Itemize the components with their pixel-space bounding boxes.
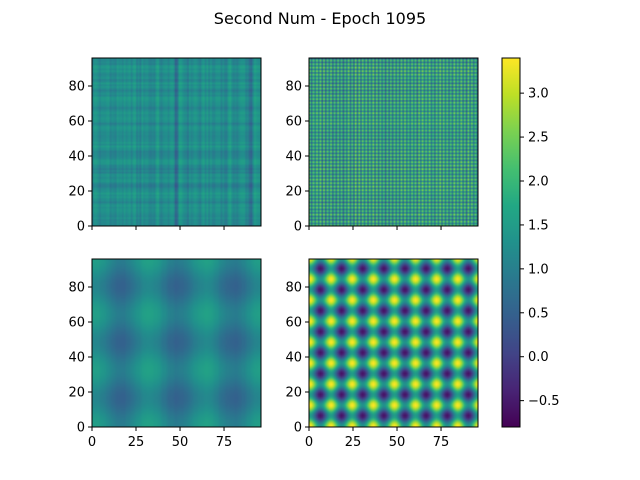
y-tick-label: 20 xyxy=(285,185,302,200)
axes-frame xyxy=(91,57,262,227)
heatmap-panel-top-right: 0 20 40 60 80 xyxy=(285,57,479,235)
y-tick-label: 80 xyxy=(285,80,302,95)
y-tick-label: 0 xyxy=(77,220,85,235)
heatmap-panel-top-left: 0 20 40 60 80 xyxy=(68,57,262,235)
colorbar-tick-label: −0.5 xyxy=(528,394,560,409)
axes-frame xyxy=(308,258,479,428)
heatmap-image xyxy=(92,58,261,226)
heatmap-image xyxy=(309,58,478,226)
y-tick-label: 0 xyxy=(294,421,302,436)
y-tick-label: 60 xyxy=(68,115,85,130)
heatmap-panel-bottom-left: 0 20 40 60 80 0 25 50 75 xyxy=(68,258,262,450)
x-tick-label: 0 xyxy=(88,435,96,450)
heatmap-image xyxy=(309,259,478,427)
y-tick-label: 0 xyxy=(77,421,85,436)
colorbar-frame xyxy=(501,57,521,428)
y-tick-label: 80 xyxy=(68,281,85,296)
heatmap-panel-bottom-right: 0 20 40 60 80 0 25 50 75 xyxy=(285,258,479,450)
y-tick-label: 20 xyxy=(285,386,302,401)
axes-frame xyxy=(308,57,479,227)
heatmap-panels: 0 20 40 60 80 0 20 40 60 80 0 20 40 60 80 0 25 50 75 0 20 40 6… xyxy=(68,57,479,450)
heatmap-image xyxy=(92,259,261,427)
y-tick-label: 40 xyxy=(68,351,85,366)
y-tick-label: 80 xyxy=(68,80,85,95)
x-tick-label: 75 xyxy=(433,435,450,450)
y-tick-label: 60 xyxy=(68,316,85,331)
y-tick-label: 60 xyxy=(285,115,302,130)
colorbar-tick-label: 2.5 xyxy=(528,131,549,146)
colorbar-tick-label: 0.5 xyxy=(528,306,549,321)
y-tick-label: 20 xyxy=(68,386,85,401)
y-tick-label: 60 xyxy=(285,316,302,331)
colorbar-tick-label: 1.5 xyxy=(528,218,549,233)
y-tick-label: 40 xyxy=(68,150,85,165)
colorbar: −0.5 0.0 0.5 1.0 1.5 2.0 2.5 3.0 xyxy=(501,57,560,428)
y-tick-label: 20 xyxy=(68,185,85,200)
x-tick-label: 25 xyxy=(128,435,145,450)
x-tick-label: 25 xyxy=(345,435,362,450)
figure-title: Second Num - Epoch 1095 xyxy=(214,9,426,28)
x-tick-label: 50 xyxy=(172,435,189,450)
x-tick-label: 50 xyxy=(389,435,406,450)
colorbar-tick-label: 1.0 xyxy=(528,262,549,277)
colorbar-tick-label: 2.0 xyxy=(528,175,549,190)
y-tick-label: 40 xyxy=(285,351,302,366)
colorbar-gradient xyxy=(502,58,520,427)
y-tick-label: 40 xyxy=(285,150,302,165)
colorbar-tick-label: 3.0 xyxy=(528,87,549,102)
y-tick-label: 0 xyxy=(294,220,302,235)
x-tick-label: 0 xyxy=(305,435,313,450)
y-tick-label: 80 xyxy=(285,281,302,296)
colorbar-tick-label: 0.0 xyxy=(528,350,549,365)
axes-frame xyxy=(91,258,262,428)
x-tick-label: 75 xyxy=(216,435,233,450)
